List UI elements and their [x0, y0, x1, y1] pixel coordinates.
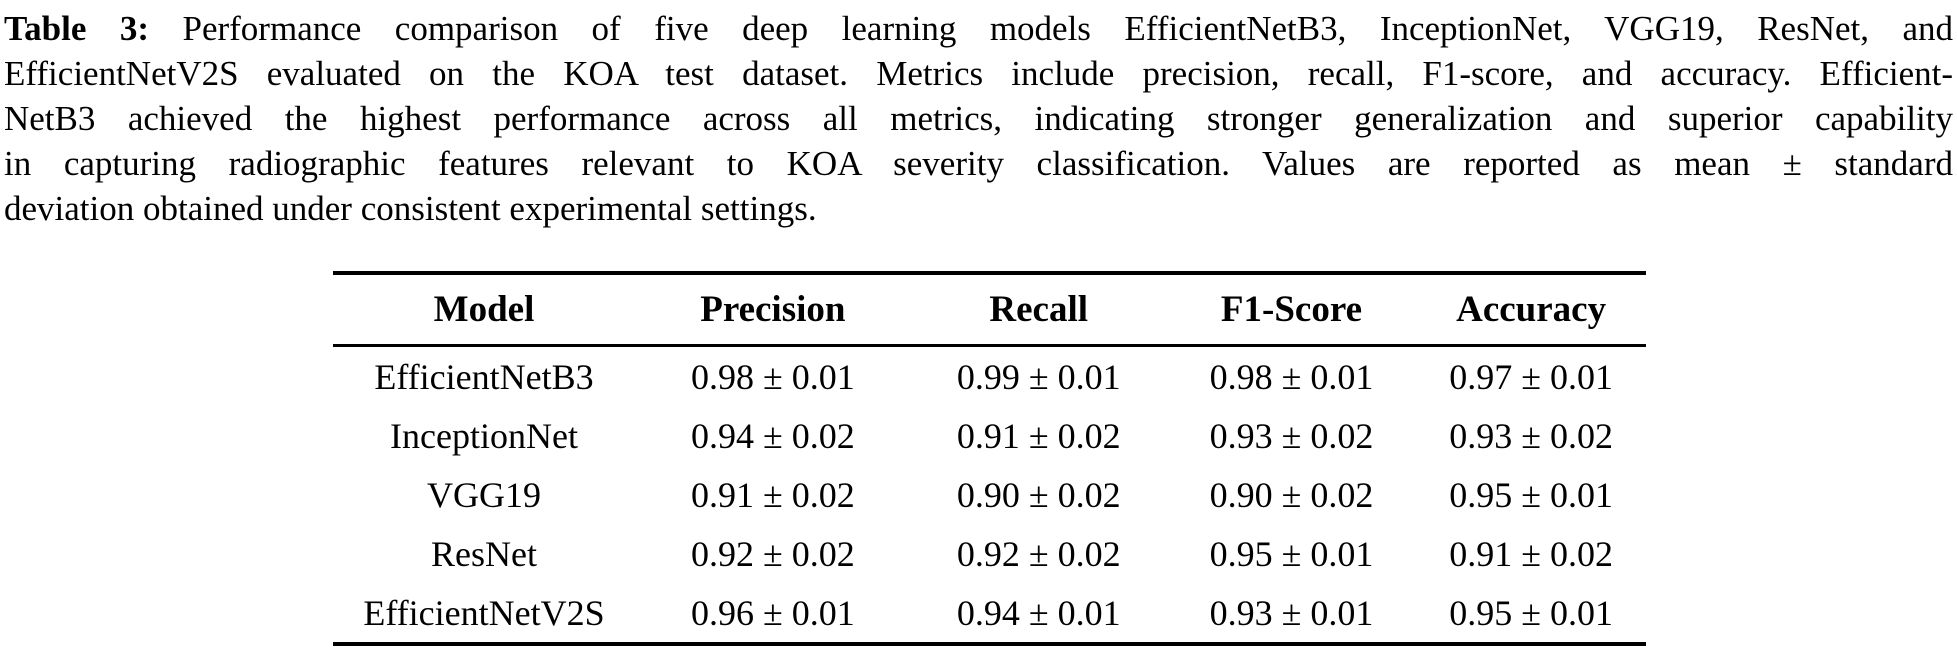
recall-cell: 0.99 ± 0.01: [956, 356, 1121, 397]
model-name-cell: InceptionNet: [390, 415, 578, 456]
accuracy-cell: 0.95 ± 0.01: [1449, 474, 1613, 515]
accuracy-cell: 0.97 ± 0.01: [1449, 356, 1613, 397]
model-name-cell: EfficientNetV2S: [363, 592, 605, 633]
precision-cell: 0.96 ± 0.01: [690, 592, 855, 633]
accuracy-cell: 0.93 ± 0.02: [1449, 415, 1613, 456]
caption-line-1-text: Performance comparison of five deep lear…: [182, 9, 1954, 48]
table-row: EfficientNetV2S 0.96 ± 0.01 0.94 ± 0.01 …: [333, 583, 1646, 644]
f1-score-cell: 0.93 ± 0.02: [1209, 415, 1374, 456]
recall-cell: 0.94 ± 0.01: [956, 592, 1121, 633]
accuracy-cell: 0.91 ± 0.02: [1449, 533, 1613, 574]
precision-cell: 0.98 ± 0.01: [690, 356, 855, 397]
column-header-f1-score: F1-Score: [1166, 273, 1417, 347]
model-name-cell: ResNet: [431, 533, 537, 574]
table-header-row: Model Precision Recall F1-Score Accuracy: [333, 273, 1646, 347]
table-header: Model Precision Recall F1-Score Accuracy: [333, 273, 1646, 347]
precision-cell: 0.92 ± 0.02: [690, 533, 855, 574]
recall-cell: 0.91 ± 0.02: [956, 415, 1121, 456]
f1-score-cell: 0.98 ± 0.01: [1209, 356, 1374, 397]
table-row: EfficientNetB3 0.98 ± 0.01 0.99 ± 0.01 0…: [333, 346, 1646, 407]
column-header-accuracy: Accuracy: [1416, 273, 1646, 347]
table-row: ResNet 0.92 ± 0.02 0.92 ± 0.02 0.95 ± 0.…: [333, 524, 1646, 583]
column-header-precision: Precision: [634, 273, 911, 347]
f1-score-cell: 0.90 ± 0.02: [1209, 474, 1374, 515]
table-row: VGG19 0.91 ± 0.02 0.90 ± 0.02 0.90 ± 0.0…: [333, 465, 1646, 524]
table-row: InceptionNet 0.94 ± 0.02 0.91 ± 0.02 0.9…: [333, 406, 1646, 465]
recall-cell: 0.90 ± 0.02: [956, 474, 1121, 515]
model-name-cell: VGG19: [426, 474, 541, 515]
table-body: EfficientNetB3 0.98 ± 0.01 0.99 ± 0.01 0…: [333, 346, 1646, 645]
recall-cell: 0.92 ± 0.02: [956, 533, 1121, 574]
caption-table-label: Table 3:: [4, 9, 149, 48]
model-name-cell: EfficientNetB3: [374, 356, 594, 397]
f1-score-cell: 0.93 ± 0.01: [1209, 592, 1374, 633]
performance-table: Model Precision Recall F1-Score Accuracy…: [333, 271, 1646, 646]
caption-line-3: NetB3 achieved the highest performance a…: [4, 99, 1953, 138]
caption-line-2: EfficientNetV2S evaluated on the KOA tes…: [4, 54, 1953, 93]
caption-line-1: Table 3: Performance comparison of five …: [4, 6, 1953, 51]
caption-line-5: deviation obtained under consistent expe…: [4, 189, 817, 228]
precision-cell: 0.94 ± 0.02: [690, 415, 855, 456]
table-caption: Table 3: Performance comparison of five …: [0, 6, 1957, 231]
precision-cell: 0.91 ± 0.02: [690, 474, 855, 515]
f1-score-cell: 0.95 ± 0.01: [1209, 533, 1374, 574]
column-header-model: Model: [333, 273, 635, 347]
caption-line-4: in capturing radiographic features relev…: [4, 144, 1953, 183]
column-header-recall: Recall: [910, 273, 1167, 347]
accuracy-cell: 0.95 ± 0.01: [1449, 592, 1613, 633]
